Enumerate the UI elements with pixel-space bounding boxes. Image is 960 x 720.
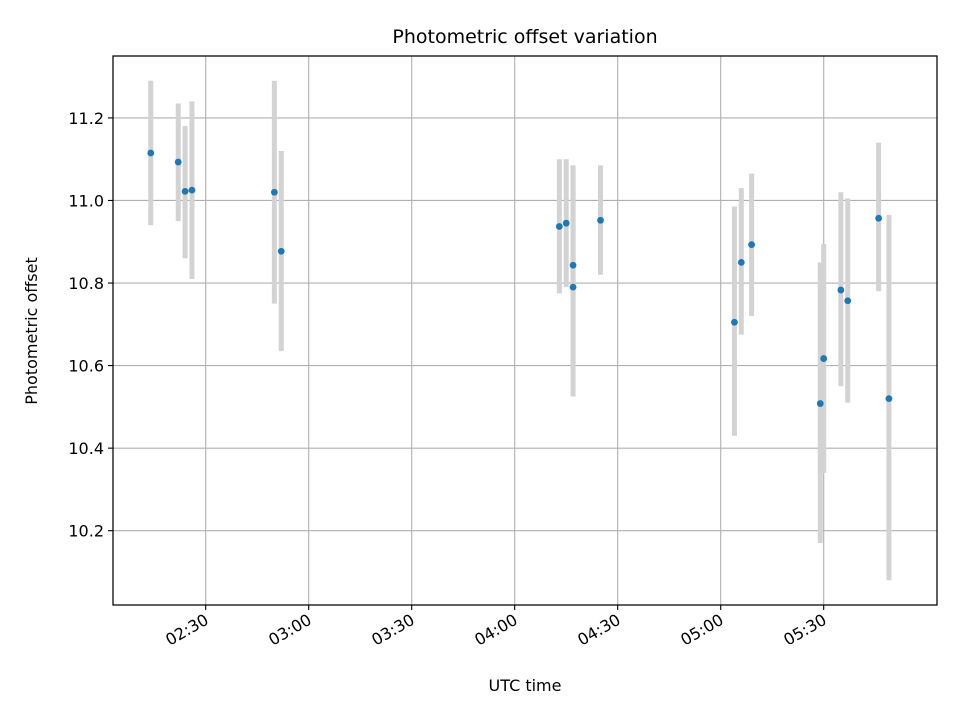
data-point xyxy=(569,283,577,291)
data-point xyxy=(562,219,570,227)
data-point xyxy=(816,400,824,407)
y-tick-label: 11.0 xyxy=(68,191,104,210)
y-axis: 10.2 10.4 10.6 10.8 11.0 11.2 xyxy=(68,109,113,541)
data-point xyxy=(748,241,755,249)
data-point xyxy=(569,261,577,269)
data-point xyxy=(837,286,845,294)
y-tick-label: 10.6 xyxy=(68,357,104,376)
plot-frame xyxy=(112,55,938,606)
data-point xyxy=(181,187,189,195)
data-point xyxy=(820,355,828,362)
grid xyxy=(113,56,937,605)
data-point xyxy=(597,216,604,224)
y-tick-label: 11.2 xyxy=(68,109,104,128)
data-point xyxy=(731,318,738,326)
data-point xyxy=(875,214,883,222)
data-point xyxy=(844,297,852,305)
y-tick-label: 10.8 xyxy=(68,274,104,293)
chart-title: Photometric offset variation xyxy=(392,26,657,48)
data-point xyxy=(555,223,563,230)
data-points xyxy=(147,149,893,407)
x-axis-label: UTC time xyxy=(489,676,562,695)
data-point xyxy=(188,186,196,194)
y-tick-label: 10.2 xyxy=(68,522,104,541)
data-point xyxy=(277,247,285,255)
data-point xyxy=(737,258,745,266)
y-tick-label: 10.4 xyxy=(68,439,104,458)
data-point xyxy=(270,188,278,196)
data-point xyxy=(147,149,155,157)
data-point xyxy=(885,395,893,403)
data-point xyxy=(174,158,182,166)
y-axis-label: Photometric offset xyxy=(22,257,41,405)
